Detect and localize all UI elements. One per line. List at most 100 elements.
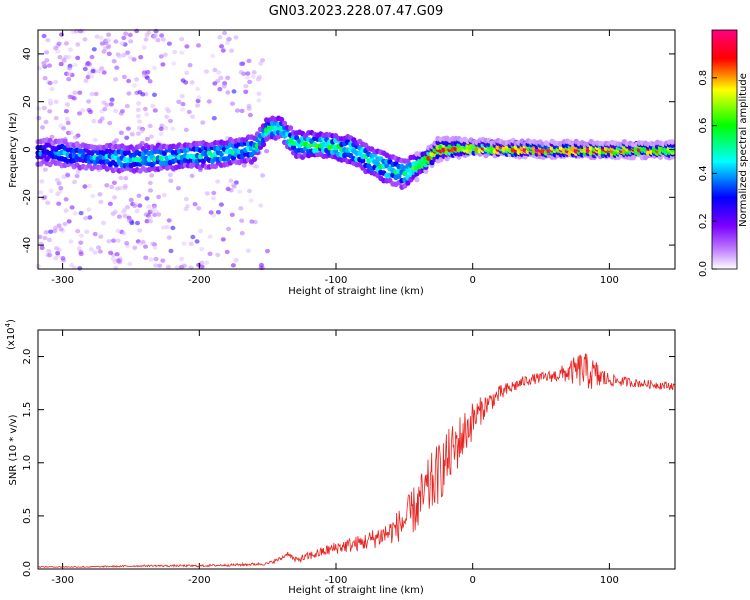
heat-cell [158,54,164,59]
heat-cell [221,84,227,89]
y-tick-label: -20 [22,189,33,205]
heat-cell [245,71,251,76]
heat-cell [158,126,164,131]
heat-cell [134,77,140,82]
x-tick-label: -100 [325,275,348,286]
heat-cell [166,218,172,223]
x-tick-label: -200 [188,275,211,286]
heat-cell [254,164,260,169]
heat-cell [152,245,158,250]
heat-cell [135,107,141,113]
heat-cell [43,119,49,125]
heat-cell [98,199,104,205]
heat-cell [117,258,123,263]
heat-cell [49,86,55,92]
heat-cell [132,83,138,88]
heat-cell [243,89,249,95]
heat-cell [90,68,96,74]
heat-cell [218,75,224,81]
heat-cell [84,229,90,234]
heat-cell [164,106,170,112]
heat-cell [122,213,128,218]
heat-cell [114,252,120,257]
heat-cell [77,111,82,116]
heat-cell [58,186,64,191]
heat-cell [168,118,173,124]
heat-cell [195,103,201,108]
heat-cell [106,44,112,49]
heat-cell [121,231,127,236]
heat-cell [89,74,95,79]
heat-cell [147,79,153,84]
heat-cell [183,206,189,212]
ridge-cell [423,168,429,174]
heat-cell [114,186,120,191]
heat-cell [211,190,217,196]
ridge-cell [291,144,297,151]
heat-cell [204,191,210,196]
heat-cell [97,192,103,197]
heat-cell [48,188,54,194]
heat-cell [160,37,166,42]
heat-cell [101,49,107,54]
heat-cell [111,238,116,243]
heat-cell [62,221,68,227]
heat-cell [150,103,156,109]
heat-cell [134,208,140,214]
spectrogram-xlabel: Height of straight line (km) [288,286,424,297]
heat-cell [170,126,176,131]
heat-cell [229,212,235,217]
heat-cell [58,123,64,128]
heat-cell [176,99,182,105]
heat-cell [78,210,84,216]
heat-cell [137,90,143,95]
heat-cell [148,188,153,193]
heat-cell [151,205,157,210]
heat-cell [69,205,75,210]
heat-cell [42,76,48,81]
ridge-cell [62,138,68,145]
ridge-cell [402,170,408,177]
heat-cell [196,95,202,100]
heat-cell [72,90,78,96]
heat-cell [135,114,141,119]
heat-cell [94,34,100,39]
heat-cell [192,202,198,207]
heat-cell [148,257,154,262]
heat-cell [235,108,240,113]
heat-cell [82,37,88,42]
heat-cell [183,127,189,132]
snr-frame [37,329,676,570]
heat-cell [75,229,81,234]
heat-cell [226,226,231,232]
heat-cell [82,184,88,189]
heat-cell [63,197,69,202]
heat-cell [57,189,63,194]
heat-cell [220,48,226,53]
heat-cell [77,266,83,271]
heat-cell [67,66,73,71]
heat-cell [121,53,127,58]
heat-cell [46,249,52,254]
x-tick-label: 100 [600,275,619,286]
heat-cell [189,173,195,178]
heat-cell [231,89,237,94]
heat-cell [227,36,232,42]
heat-cell [136,193,142,198]
heat-cell [238,61,244,67]
heat-cell [67,47,73,52]
heat-cell [68,239,74,244]
heat-cell [204,69,209,74]
heat-cell [45,200,51,205]
heat-cell [212,81,218,86]
heat-cell [56,201,62,206]
heat-cell [132,203,138,209]
heat-cell [134,28,140,34]
heat-cell [77,90,83,95]
heat-cell [72,179,77,185]
y-tick-label: 1.5 [22,402,33,418]
heat-cell [97,119,103,124]
heat-cell [66,71,72,77]
heat-cell [241,163,247,168]
